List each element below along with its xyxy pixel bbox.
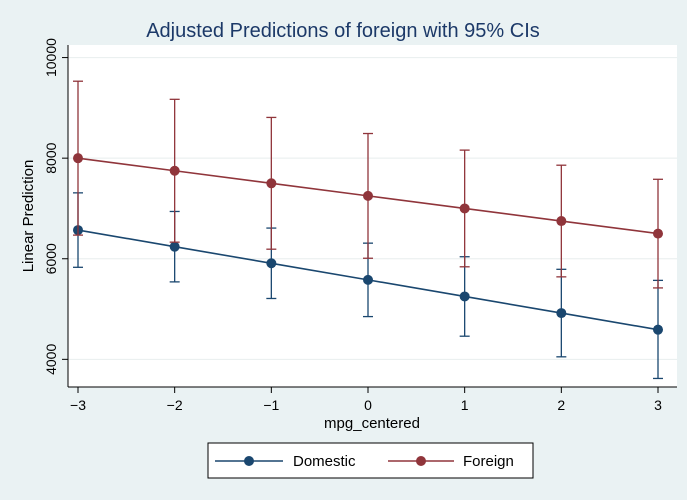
legend-item-foreign: Foreign	[388, 453, 514, 470]
series-layer	[73, 80, 663, 380]
data-point	[556, 308, 567, 319]
grid-layer	[68, 57, 677, 360]
x-tick-label: −2	[167, 397, 183, 413]
data-point	[73, 153, 83, 164]
data-point	[169, 165, 180, 176]
data-point	[169, 241, 180, 252]
data-point	[556, 216, 567, 227]
legend-item-domestic: Domestic	[215, 453, 356, 470]
y-tick-label: 4000	[43, 344, 59, 375]
legend-marker	[244, 456, 254, 466]
x-tick-label: 0	[364, 397, 372, 413]
data-point	[459, 291, 470, 302]
legend-label: Domestic	[293, 453, 356, 470]
x-tick-label: −3	[70, 397, 86, 413]
data-point	[653, 228, 663, 239]
x-tick-label: 2	[557, 397, 565, 413]
y-tick-label: 6000	[43, 243, 59, 274]
legend-label: Foreign	[463, 453, 514, 470]
legend: Domestic Foreign	[215, 453, 514, 470]
y-axis-label: Linear Prediction	[20, 160, 37, 273]
x-tick-label: 3	[654, 397, 662, 413]
y-tick-label: 10000	[43, 38, 59, 77]
plot-area	[68, 45, 677, 387]
legend-marker	[416, 456, 426, 466]
chart-title: Adjusted Predictions of foreign with 95%…	[146, 20, 540, 42]
x-tick-label: −1	[263, 397, 279, 413]
x-axis-label: mpg_centered	[324, 415, 420, 432]
data-point	[266, 258, 277, 269]
x-ticks: −3 −2 −1 0 1 2 3	[70, 387, 662, 413]
data-point	[653, 324, 663, 335]
data-point	[459, 203, 470, 214]
data-point	[266, 178, 277, 189]
series-foreign	[73, 80, 663, 289]
data-point	[363, 274, 373, 285]
data-point	[363, 190, 373, 201]
y-tick-label: 8000	[43, 142, 59, 173]
x-tick-label: 1	[461, 397, 469, 413]
y-ticks: 4000 6000 8000 10000	[43, 38, 68, 375]
